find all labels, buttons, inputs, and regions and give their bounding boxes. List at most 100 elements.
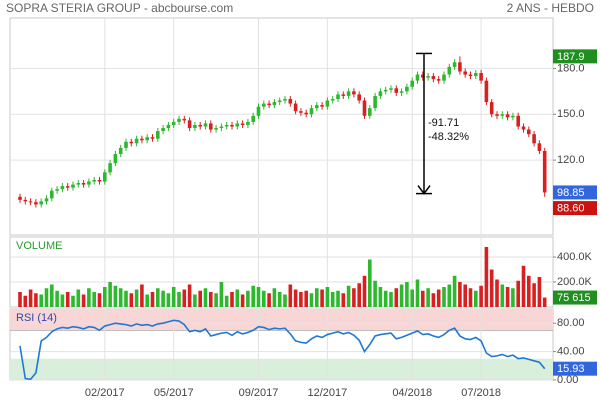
volume-bar xyxy=(505,287,510,307)
candle-body xyxy=(336,94,340,99)
volume-bar xyxy=(442,287,446,307)
candle-body xyxy=(34,202,38,205)
candle-body xyxy=(129,141,134,144)
volume-bar xyxy=(489,269,494,307)
volume-bar xyxy=(368,259,372,307)
candle-body xyxy=(368,108,372,116)
chart-title: SOPRA STERIA GROUP - abcbourse.com xyxy=(6,1,233,15)
volume-bar xyxy=(235,289,240,307)
panel xyxy=(9,17,554,236)
candle-body xyxy=(81,183,86,185)
candle-body xyxy=(150,137,155,139)
candle-body xyxy=(442,74,446,81)
x-tick-label: 07/2018 xyxy=(461,387,501,399)
candle-body xyxy=(166,124,171,129)
y-tick-label: 400.0K xyxy=(557,251,593,263)
panel-title: RSI (14) xyxy=(16,312,57,324)
candle-body xyxy=(516,115,520,127)
candle-body xyxy=(97,179,102,182)
candle-body xyxy=(145,137,149,141)
volume-bar xyxy=(346,285,351,307)
price-label: 98.85 xyxy=(557,187,585,199)
arrow-head xyxy=(417,185,431,195)
rsi-line xyxy=(19,319,546,381)
candle-body xyxy=(103,172,107,182)
volume-bar xyxy=(474,290,478,307)
volume-bar xyxy=(373,280,377,307)
volume-bar xyxy=(299,292,303,307)
volume-bar xyxy=(224,295,229,307)
candle-body xyxy=(325,100,330,107)
x-tick-label: 09/2017 xyxy=(239,387,279,399)
volume-bar xyxy=(156,288,160,307)
volume-bar xyxy=(426,288,430,307)
price-label-box xyxy=(553,201,597,216)
volume-bar xyxy=(288,284,293,307)
candle-body xyxy=(479,73,483,81)
volume-bar xyxy=(129,293,134,307)
candle-body xyxy=(28,201,33,203)
candle-body xyxy=(156,131,160,139)
volume-bar xyxy=(97,293,102,307)
candle-body xyxy=(511,115,515,118)
candle-body xyxy=(177,118,181,122)
candle-body xyxy=(436,79,441,81)
volume-bar xyxy=(23,295,28,307)
volume-bar xyxy=(479,285,483,307)
candle-body xyxy=(304,112,308,115)
candle-body xyxy=(60,186,65,190)
candle-body xyxy=(495,114,499,116)
volume-bar xyxy=(431,293,436,307)
candle-body xyxy=(55,189,59,191)
volume-bar xyxy=(214,293,218,307)
volume-bar xyxy=(193,294,197,307)
candle-body xyxy=(394,88,399,93)
candle-body xyxy=(219,126,224,129)
candle-body xyxy=(272,102,277,106)
volume-bar xyxy=(113,285,118,307)
volume-bar xyxy=(542,297,547,307)
candle-body xyxy=(39,201,43,205)
y-tick-label: 120.0 xyxy=(557,154,585,166)
volume-bar xyxy=(484,247,489,307)
candle-body xyxy=(256,106,261,116)
volume-bar xyxy=(230,292,234,307)
candle-body xyxy=(447,66,452,75)
volume-bar xyxy=(537,277,542,307)
candle-body xyxy=(399,91,404,93)
annotation-text: -91.71 xyxy=(428,117,459,129)
volume-bar xyxy=(118,288,123,307)
candle-body xyxy=(209,123,213,130)
candle-body xyxy=(198,124,202,127)
volume-bar xyxy=(44,288,49,307)
candle-body xyxy=(383,89,388,92)
candle-body xyxy=(71,184,75,188)
candle-body xyxy=(277,100,282,103)
price-label: 88.60 xyxy=(557,203,585,215)
price-label: 187.9 xyxy=(557,51,585,63)
candle-body xyxy=(489,102,494,115)
volume-bar xyxy=(108,282,112,307)
volume-bar xyxy=(203,288,208,307)
candle-body xyxy=(346,91,351,96)
volume-bar xyxy=(330,292,335,307)
volume-bar xyxy=(65,292,70,307)
x-tick-label: 12/2017 xyxy=(308,387,348,399)
candle-body xyxy=(23,199,28,202)
volume-bar xyxy=(511,288,515,307)
volume-bar xyxy=(76,289,81,307)
candle-body xyxy=(330,98,335,101)
candle-body xyxy=(171,121,176,125)
volume-bar xyxy=(527,275,531,307)
volume-bar xyxy=(405,282,409,307)
candle-body xyxy=(458,62,462,72)
volume-bar xyxy=(325,287,330,307)
volume-bar xyxy=(177,292,181,307)
volume-bar xyxy=(468,288,473,307)
candle-body xyxy=(484,80,489,103)
candle-body xyxy=(468,74,473,77)
chart-subtitle: 2 ANS - HEBDO xyxy=(507,1,594,15)
volume-bar xyxy=(55,290,59,307)
volume-bar xyxy=(277,292,282,307)
